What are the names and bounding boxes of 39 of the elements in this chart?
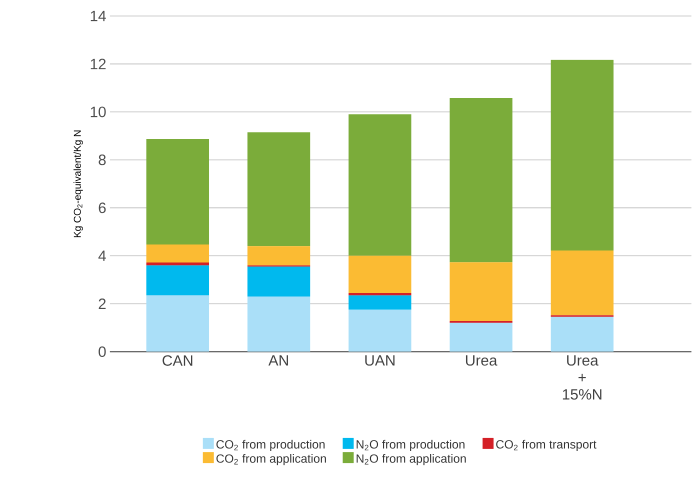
- bar: [348, 310, 412, 352]
- bar: [247, 296, 310, 352]
- x-tick-label: CAN: [162, 355, 192, 366]
- x-tick-label: UAN: [365, 355, 395, 366]
- bar: [450, 98, 512, 262]
- bar: [146, 139, 210, 245]
- bar: [550, 60, 614, 251]
- legend-label: CO$_{2}$ from transport: [496, 440, 596, 452]
- y-tick-label: 12: [90, 58, 106, 70]
- y-axis-title: Kg CO$_{2}$-equivalent/Kg N: [74, 130, 83, 238]
- y-tick-label: 14: [90, 11, 106, 22]
- bar: [247, 246, 310, 266]
- bar: [348, 114, 412, 256]
- bar: [348, 296, 412, 310]
- bar: [550, 317, 614, 352]
- y-tick-label: 0: [98, 346, 106, 358]
- legend-label: N$_{2}$O from application: [356, 454, 466, 466]
- bar: [450, 323, 512, 352]
- legend-label: CO$_{2}$ from application: [216, 454, 326, 466]
- bar: [247, 132, 310, 246]
- bar: [247, 266, 310, 297]
- bar: [550, 250, 614, 316]
- bar: [146, 266, 210, 296]
- x-tick-label: Urea: [466, 355, 498, 366]
- x-tick-label: Urea + 15%N: [562, 355, 602, 400]
- bar: [146, 296, 210, 352]
- y-tick-label: 4: [98, 250, 106, 262]
- y-tick-label: 10: [90, 106, 106, 118]
- bar: [348, 293, 412, 296]
- bar: [146, 244, 210, 263]
- x-tick-label: AN: [268, 355, 288, 366]
- bar: [450, 262, 512, 322]
- bar: [146, 262, 210, 266]
- bar: [348, 256, 412, 294]
- legend-label: N$_{2}$O from production: [356, 440, 464, 452]
- y-tick-label: 2: [98, 298, 106, 310]
- y-tick-label: 6: [98, 202, 106, 214]
- legend-label: CO$_{2}$ from production: [216, 440, 325, 452]
- y-tick-label: 8: [98, 154, 106, 166]
